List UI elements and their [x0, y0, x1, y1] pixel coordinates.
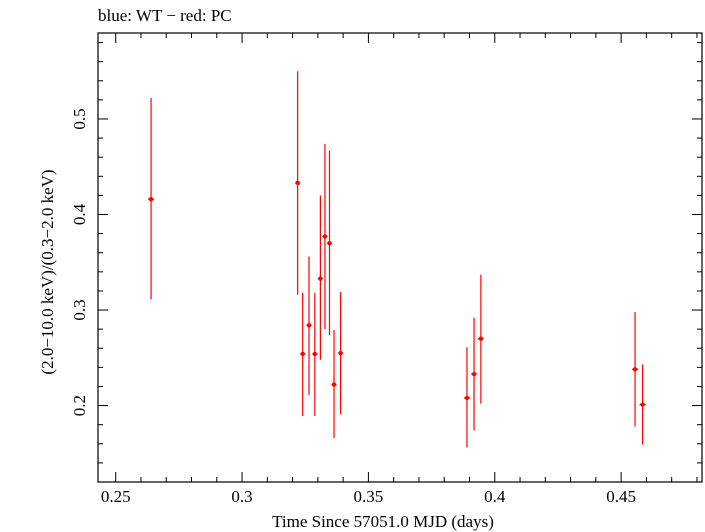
data-point	[464, 395, 470, 401]
data-point	[306, 323, 312, 328]
data-point	[640, 402, 645, 407]
y-tick-label: 0.4	[70, 203, 89, 225]
x-tick-label: 0.4	[484, 487, 506, 506]
data-points	[148, 71, 646, 448]
data-point	[632, 367, 638, 372]
y-tick-label: 0.5	[70, 108, 89, 129]
data-point	[148, 197, 154, 202]
data-point	[300, 351, 305, 357]
data-point	[338, 350, 343, 356]
chart-header: blue: WT − red: PC	[98, 6, 232, 25]
axis-tick-labels: 0.25 0.3 0.35 0.4 0.45 0.2 0.3 0.4 0.5	[70, 108, 636, 506]
plot-frame	[97, 32, 703, 483]
data-point	[295, 180, 300, 186]
data-point	[331, 382, 337, 387]
y-tick-label: 0.3	[70, 299, 89, 320]
data-point	[312, 351, 318, 357]
x-tick-label: 0.35	[354, 487, 384, 506]
axis-ticks	[98, 33, 702, 483]
x-tick-label: 0.3	[231, 487, 252, 506]
x-tick-label: 0.25	[101, 487, 131, 506]
data-point	[327, 240, 332, 246]
data-point	[318, 276, 323, 281]
x-axis-label: Time Since 57051.0 MJD (days)	[272, 512, 494, 531]
data-point	[478, 336, 484, 341]
y-tick-label: 0.2	[70, 395, 89, 416]
y-axis-label: (2.0−10.0 keV)/(0.3−2.0 keV)	[38, 169, 57, 374]
data-point	[322, 234, 328, 239]
x-tick-label: 0.45	[606, 487, 636, 506]
data-point	[471, 371, 477, 377]
